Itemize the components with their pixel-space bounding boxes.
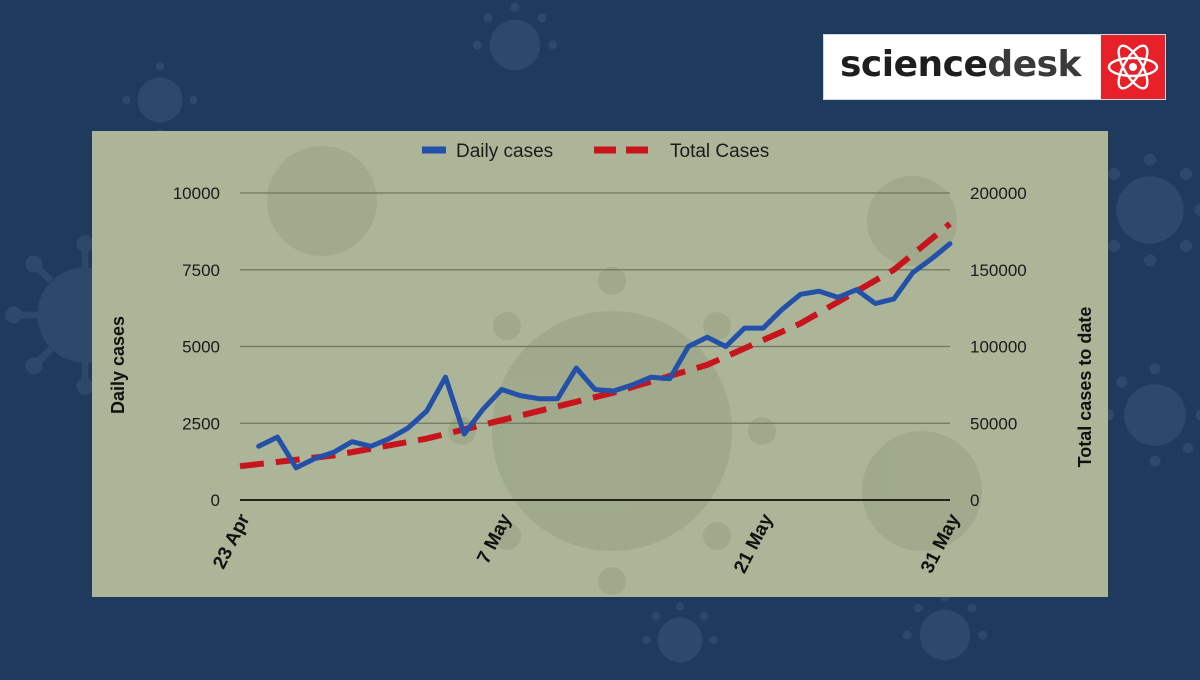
brand-name-part2: desk (987, 44, 1081, 85)
x-tick-label: 23 Apr (209, 510, 255, 572)
y-tick-label-right: 100000 (970, 338, 1027, 357)
virus-decoration-icon (122, 62, 198, 138)
y-tick-label-right: 50000 (970, 414, 1017, 433)
y-tick-label-left: 7500 (182, 261, 220, 280)
legend-daily-label: Daily cases (456, 141, 553, 162)
y-tick-label-right: 150000 (970, 261, 1027, 280)
virus-decoration-icon (472, 2, 558, 71)
virus-decoration-icon (1103, 363, 1200, 467)
brand-wordmark: sciencedesk (840, 43, 1081, 87)
y-axis-right-title: Total cases to date (1075, 307, 1095, 468)
legend: Daily cases Total Cases (422, 141, 769, 162)
y-tick-label-left: 2500 (182, 414, 220, 433)
series-line-daily-cases (256, 241, 953, 471)
virus-decoration-icon (642, 602, 718, 663)
line-chart: 0 2500 5000 7500 10000 0 50000 100000 150000 200… (108, 141, 1095, 595)
chart-panel: 0 2500 5000 7500 10000 0 50000 100000 150000 200… (92, 131, 1108, 597)
virus-watermark-icon (267, 146, 982, 595)
y-tick-label-right: 0 (970, 491, 979, 510)
y-tick-label-right: 200000 (970, 184, 1027, 203)
y-tick-label-left: 5000 (182, 338, 220, 357)
brand-name-part1: science (840, 44, 988, 85)
y-axis-left-title: Daily cases (108, 316, 128, 414)
legend-total-label: Total Cases (670, 141, 769, 162)
y-tick-label-left: 0 (211, 491, 220, 510)
x-tick-label: 21 May (730, 510, 778, 576)
atom-icon (1101, 35, 1165, 99)
y-tick-label-left: 10000 (173, 184, 220, 203)
virus-decoration-icon (902, 592, 988, 661)
brand-badge: sciencedesk (823, 34, 1166, 100)
